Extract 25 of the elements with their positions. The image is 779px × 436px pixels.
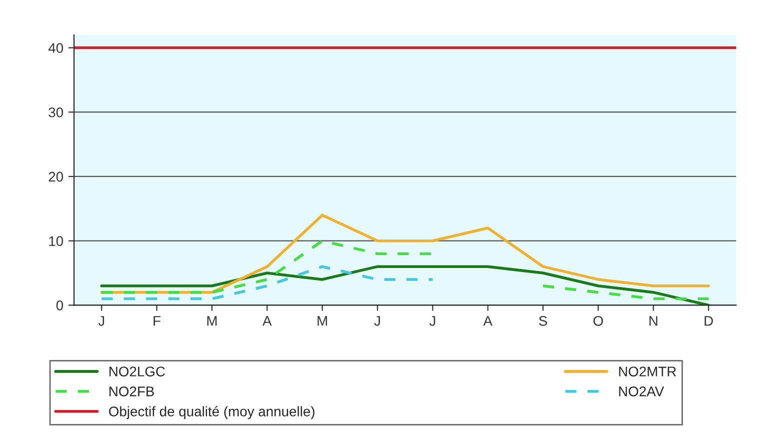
line-series — [100, 265, 434, 300]
y-tick-label: 40 — [48, 43, 64, 53]
legend-label: NO2AV — [619, 386, 664, 396]
legend-label: Objectif de qualité (moy annuelle) — [109, 406, 314, 420]
x-tick-label: M — [318, 316, 327, 326]
x-tick-label: M — [207, 316, 217, 326]
x-tick-label: F — [154, 316, 160, 326]
line-series — [100, 214, 710, 294]
legend-label: NO2FB — [110, 386, 154, 396]
x-tick-label: D — [704, 316, 713, 326]
x-tick-label: J — [98, 316, 104, 326]
x-tick-label: S — [539, 316, 548, 326]
y-tick-label: 10 — [49, 236, 64, 246]
y-tick-label: 20 — [48, 172, 64, 182]
x-tick-label: N — [650, 316, 658, 326]
legend-label: NO2LGC — [110, 366, 165, 376]
y-tick-label: 0 — [56, 300, 64, 310]
x-tick-label: J — [374, 316, 380, 326]
x-tick-label: A — [483, 316, 492, 326]
y-tick-label: 30 — [48, 107, 64, 118]
line-series — [100, 265, 710, 306]
x-tick-label: J — [429, 316, 436, 326]
legend-label: NO2MTR — [619, 366, 676, 376]
x-tick-label: O — [593, 316, 603, 326]
x-tick-label: A — [262, 316, 272, 326]
